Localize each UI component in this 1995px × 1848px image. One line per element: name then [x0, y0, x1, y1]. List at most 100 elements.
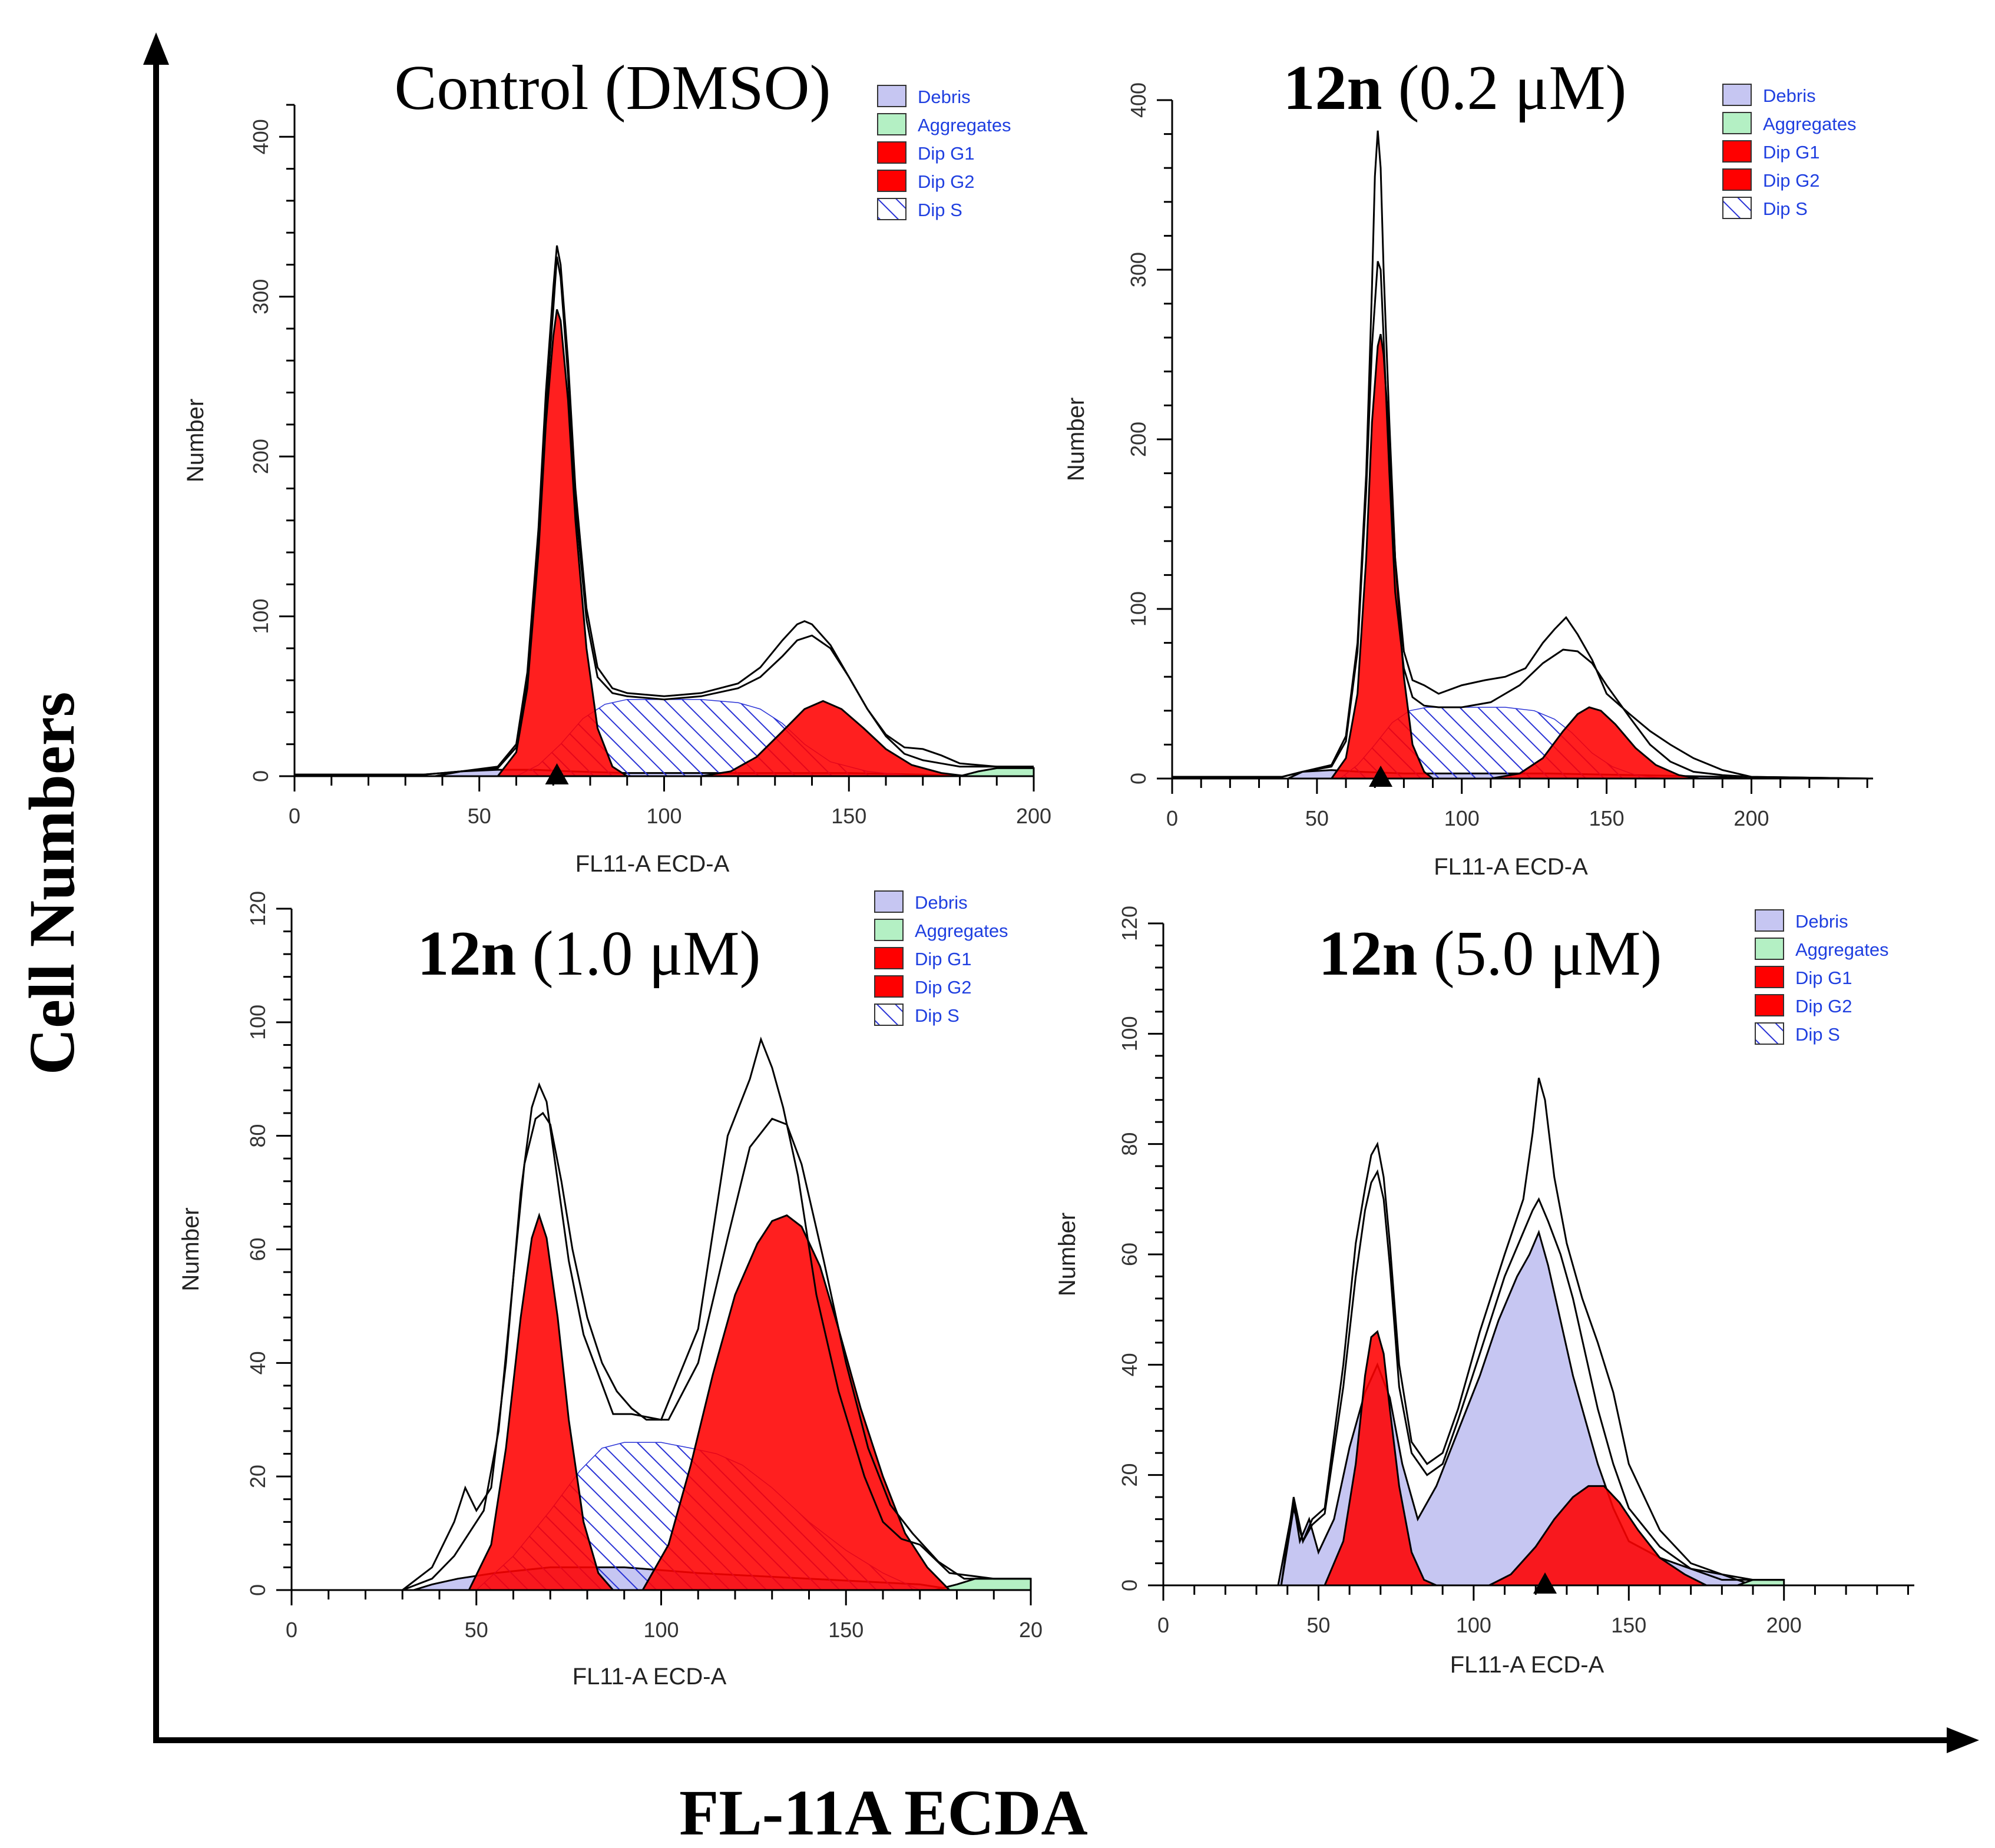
x-tick-label: 200	[1766, 1613, 1802, 1637]
area-dip-g1	[467, 1212, 614, 1591]
x-tick-label: 50	[1305, 806, 1329, 830]
x-tick-label: 100	[1456, 1613, 1491, 1637]
legend-swatch-aggregates	[1755, 938, 1784, 960]
legend-label: Aggregates	[1795, 939, 1889, 960]
y-tick-label: 300	[1126, 252, 1150, 287]
legend-swatch-dip-g1	[1722, 140, 1752, 163]
x-tick-label: 150	[828, 1618, 863, 1642]
legend-swatch-debris	[877, 85, 906, 107]
panel-1: 0 50 100 150 200 0 100 200 300 400 FL11-A ECD-A Num…	[183, 53, 1051, 877]
x-tick-label: 200	[1016, 804, 1051, 828]
panel-title: 12n (0.2 μM)	[1283, 53, 1627, 123]
y-tick-label: 100	[246, 1005, 270, 1040]
legend-label: Debris	[1795, 911, 1848, 932]
overlay-curve-2	[1172, 261, 1874, 780]
area-dip-g1	[496, 309, 630, 777]
y-tick-label: 0	[1117, 1579, 1142, 1591]
overlay-curve-2	[1163, 1169, 1784, 1587]
legend-swatch-dip-g1	[877, 141, 906, 164]
legend-label: Aggregates	[918, 115, 1011, 135]
legend-label: Dip S	[918, 200, 962, 220]
y-tick-label: 0	[246, 1584, 270, 1596]
y-tick-label: 120	[1117, 906, 1142, 941]
legend-label: Aggregates	[1763, 114, 1857, 134]
y-tick-label: 200	[1126, 422, 1150, 457]
legend-label: Dip G1	[915, 949, 971, 969]
y-axis-label: Number	[1054, 1213, 1080, 1296]
legend-swatch-aggregates	[874, 919, 904, 941]
legend: Debris Aggregates Dip G1 Dip G2 Dip S	[1722, 84, 1857, 219]
overlay-curve-2	[292, 1111, 1031, 1591]
x-tick-label: 150	[831, 804, 866, 828]
y-tick-label: 120	[246, 891, 270, 926]
x-axis-label: FL11-A ECD-A	[575, 851, 730, 877]
y-tick-label: 100	[1126, 591, 1150, 627]
legend-swatch-debris	[1722, 84, 1752, 106]
legend-label: Dip G2	[918, 171, 974, 192]
panel-title: 12n (1.0 μM)	[418, 919, 761, 989]
y-tick-label: 200	[249, 439, 273, 474]
x-axis-label: FL11-A ECD-A	[1450, 1652, 1604, 1678]
peak-marker-triangle	[1369, 766, 1393, 787]
peak-marker-triangle	[545, 763, 569, 784]
outer-x-arrowhead	[1947, 1727, 1979, 1753]
x-tick-label: 150	[1589, 806, 1625, 830]
y-axis-label: Number	[1063, 398, 1089, 481]
area-aggregates	[960, 767, 1035, 777]
legend-label: Debris	[918, 87, 971, 107]
x-tick-label: 0	[289, 804, 300, 828]
y-tick-label: 20	[1117, 1463, 1142, 1487]
x-tick-label: 50	[465, 1618, 488, 1642]
x-tick-label: 100	[643, 1618, 679, 1642]
panel-title-compound: 12n	[1319, 919, 1418, 989]
legend: Debris Aggregates Dip G1 Dip G2 Dip S	[874, 890, 1008, 1026]
y-tick-label: 60	[246, 1237, 270, 1261]
legend: Debris Aggregates Dip G1 Dip G2 Dip S	[1755, 909, 1889, 1045]
outer-x-label: FL-11A ECDA	[679, 1777, 1088, 1848]
y-axis-label: Number	[178, 1207, 204, 1291]
legend-label: Dip G2	[1795, 996, 1852, 1016]
peak-marker-triangle	[1533, 1572, 1557, 1594]
legend-swatch-aggregates	[877, 113, 906, 135]
area-dip-g2	[1488, 1485, 1707, 1587]
x-tick-label: 50	[468, 804, 491, 828]
panel-title: Control (DMSO)	[394, 53, 831, 123]
panel-title-compound: 12n	[418, 919, 517, 989]
y-tick-label: 40	[1117, 1353, 1142, 1376]
legend-swatch-dip-g2	[1722, 168, 1752, 191]
legend-label: Debris	[1763, 85, 1816, 106]
legend-swatch-dip-g2	[874, 975, 904, 998]
legend-swatch-dip-g2	[1755, 994, 1784, 1016]
legend-swatch-debris	[874, 890, 904, 913]
y-tick-label: 20	[246, 1465, 270, 1488]
x-tick-label: 150	[1611, 1613, 1646, 1637]
x-tick-label: 100	[646, 804, 681, 828]
y-tick-label: 80	[246, 1124, 270, 1148]
area-dip-g2	[701, 700, 968, 777]
area-aggregates	[934, 1578, 1032, 1591]
x-axis-label: FL11-A ECD-A	[573, 1664, 727, 1690]
panel-2: 0 50 100 150 200 0 100 200 300 400 FL11-A ECD-A Num…	[1063, 53, 1874, 880]
legend-label: Dip S	[1763, 198, 1808, 219]
y-tick-label: 400	[249, 119, 273, 154]
panel-title-condition: (0.2 μM)	[1382, 53, 1627, 123]
x-tick-label: 0	[1166, 806, 1178, 830]
y-tick-label: 60	[1117, 1243, 1142, 1266]
legend-label: Dip S	[1795, 1024, 1840, 1045]
area-dip-g2	[641, 1214, 952, 1591]
y-axis-label: Number	[183, 399, 209, 482]
x-tick-label: 100	[1444, 806, 1480, 830]
y-tick-label: 100	[1117, 1016, 1142, 1051]
legend-label: Dip G1	[918, 143, 974, 164]
panel-title-condition: (1.0 μM)	[517, 919, 761, 989]
x-tick-label: 20	[1019, 1618, 1043, 1642]
y-tick-label: 0	[1126, 773, 1150, 784]
x-tick-label: 50	[1306, 1613, 1330, 1637]
outer-y-label: Cell Numbers	[16, 692, 88, 1075]
legend-label: Dip G1	[1795, 968, 1852, 988]
panel-title-condition: Control (DMSO)	[394, 53, 831, 123]
panel-title: 12n (5.0 μM)	[1319, 919, 1662, 989]
legend-swatch-dip-g1	[874, 947, 904, 969]
legend-swatch-debris	[1755, 909, 1784, 932]
